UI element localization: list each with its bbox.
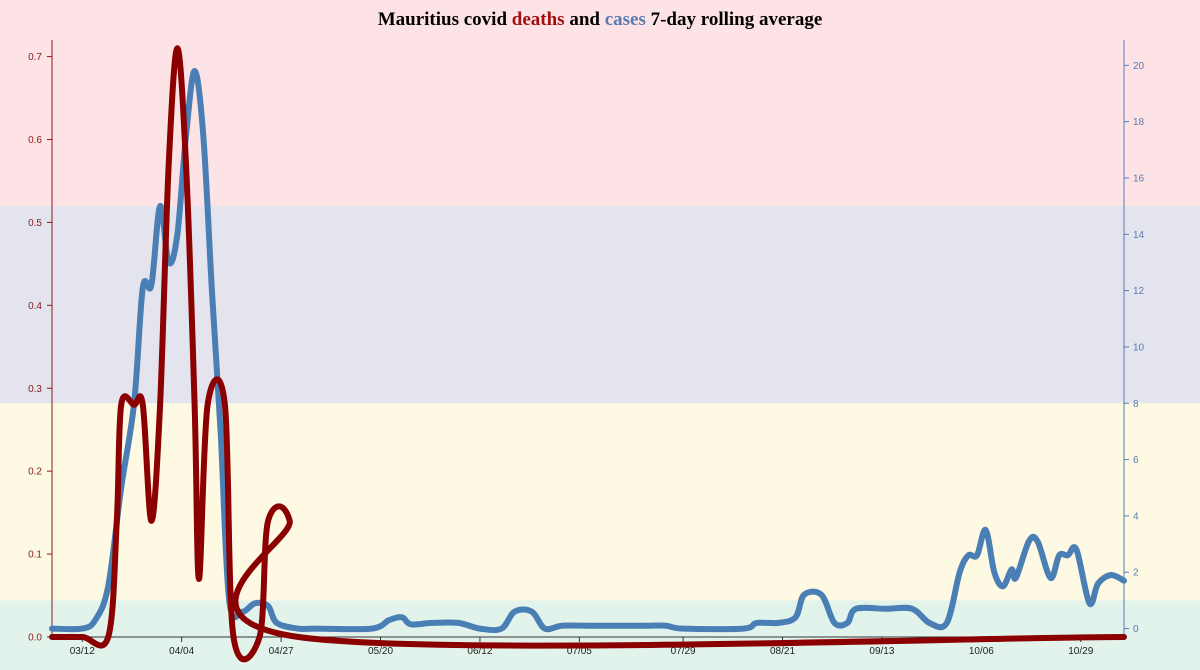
title-deaths-word: deaths: [512, 9, 565, 30]
left-tick-label: 0.6: [28, 135, 42, 146]
right-tick-label: 6: [1133, 455, 1139, 466]
left-tick-label: 0.3: [28, 384, 42, 395]
right-tick-label: 20: [1133, 61, 1145, 72]
title-suffix: 7-day rolling average: [651, 9, 823, 30]
x-tick-label: 10/06: [969, 646, 994, 657]
left-tick-label: 0.0: [28, 633, 42, 644]
left-tick-label: 0.1: [28, 550, 42, 561]
right-tick-label: 16: [1133, 173, 1145, 184]
title-cases-word: cases: [605, 9, 646, 30]
left-tick-label: 0.4: [28, 301, 42, 312]
x-tick-label: 10/29: [1068, 646, 1093, 657]
right-tick-label: 10: [1133, 342, 1145, 353]
left-tick-label: 0.2: [28, 467, 42, 478]
title-prefix: Mauritius covid: [378, 9, 508, 30]
x-tick-label: 03/12: [70, 646, 95, 657]
right-tick-label: 8: [1133, 399, 1139, 410]
x-tick-label: 05/20: [368, 646, 393, 657]
right-tick-label: 2: [1133, 568, 1139, 579]
x-tick-label: 04/27: [269, 646, 294, 657]
band-3: [0, 600, 1200, 670]
right-tick-label: 14: [1133, 230, 1145, 241]
right-tick-label: 4: [1133, 511, 1139, 522]
x-tick-label: 04/04: [169, 646, 194, 657]
title-joiner: and: [569, 9, 600, 30]
left-tick-label: 0.5: [28, 218, 42, 229]
right-tick-label: 0: [1133, 624, 1139, 635]
chart-title: Mauritius covid deaths and cases 7-day r…: [378, 9, 823, 30]
x-tick-label: 08/21: [770, 646, 795, 657]
right-tick-label: 18: [1133, 117, 1145, 128]
left-tick-label: 0.7: [28, 52, 42, 63]
right-tick-label: 12: [1133, 286, 1145, 297]
x-tick-label: 09/13: [869, 646, 894, 657]
